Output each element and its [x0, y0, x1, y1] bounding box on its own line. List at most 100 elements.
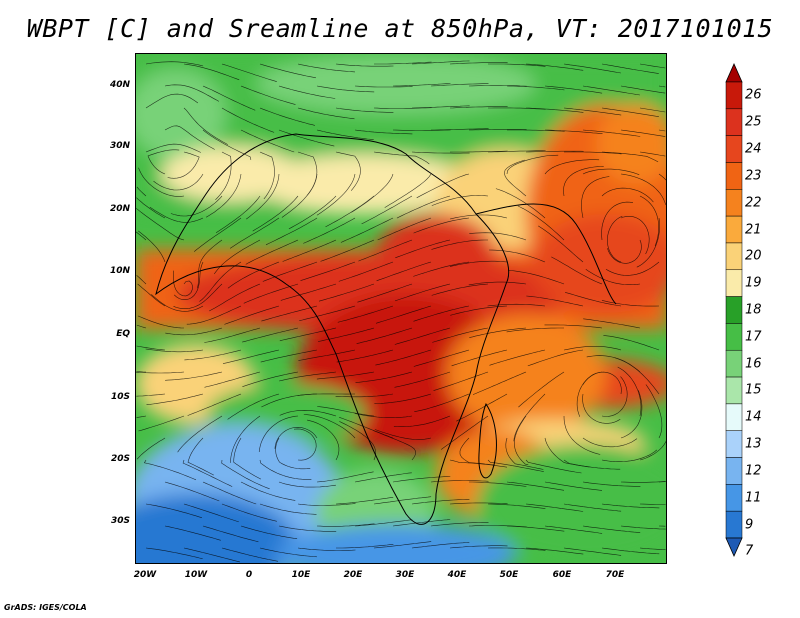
streamline [601, 376, 628, 417]
footer-credit: GrADS: IGES/COLA [4, 603, 87, 612]
streamline [601, 63, 659, 74]
streamline [138, 415, 185, 432]
streamline [165, 327, 223, 336]
streamline [265, 217, 318, 246]
colorbar-label: 24 [745, 141, 762, 157]
streamline [620, 129, 666, 137]
streamline [432, 327, 489, 343]
streamline [601, 187, 654, 203]
streamline [183, 547, 240, 563]
streamline [413, 261, 470, 277]
streamline [430, 83, 489, 87]
colorbar-segment [725, 349, 743, 378]
lat-tick-30n: 30N [109, 141, 130, 151]
streamline [411, 542, 470, 549]
streamline [377, 217, 432, 241]
colorbar-label: 13 [745, 436, 762, 452]
streamline [279, 371, 337, 382]
streamline [639, 151, 666, 157]
streamline [544, 129, 603, 134]
streamlines [136, 60, 666, 563]
streamline [449, 106, 508, 109]
streamline [526, 295, 584, 307]
streamline [136, 324, 147, 329]
streamline [138, 167, 185, 197]
streamline [639, 63, 666, 69]
streamline [221, 503, 277, 522]
streamline [354, 472, 412, 483]
streamline [184, 349, 242, 361]
streamline [525, 547, 584, 555]
streamline [165, 371, 223, 381]
streamline [170, 195, 223, 217]
streamline [394, 371, 451, 388]
streamline [564, 151, 622, 155]
streamline [459, 437, 495, 466]
streamline [469, 327, 527, 338]
streamline [375, 349, 432, 366]
streamline [513, 393, 546, 442]
streamline [243, 283, 299, 304]
colorbar-label: 7 [745, 543, 754, 559]
streamline [145, 143, 201, 153]
streamline [293, 428, 317, 461]
streamline [469, 232, 527, 241]
streamline [582, 85, 640, 96]
streamline [620, 390, 643, 439]
lon-tick-10w: 10W [184, 570, 208, 580]
streamline [279, 409, 337, 417]
streamline [393, 415, 451, 427]
streamline [259, 459, 312, 480]
colorbar-top-arrow [725, 63, 743, 83]
streamline [506, 525, 565, 532]
streamline [187, 437, 214, 476]
streamline [183, 63, 240, 81]
lat-tick-10n: 10N [109, 266, 130, 276]
streamline [136, 437, 166, 460]
streamline [395, 239, 451, 259]
streamline [582, 129, 641, 137]
streamline [320, 239, 375, 262]
streamline [278, 85, 336, 99]
colorbar-segment [725, 403, 743, 431]
streamline [658, 85, 666, 88]
streamline [242, 371, 299, 387]
streamline [544, 525, 603, 534]
streamline [339, 421, 377, 461]
streamline [252, 195, 299, 232]
streamline [503, 159, 527, 197]
streamline [221, 107, 275, 133]
streamline [282, 239, 337, 262]
streamline [582, 168, 640, 175]
streamline [468, 129, 527, 131]
streamline [411, 499, 470, 505]
colorbar-segment [725, 242, 743, 271]
streamline [177, 415, 223, 453]
streamline [565, 292, 622, 307]
streamline [639, 503, 666, 505]
streamline [336, 349, 394, 363]
streamline [431, 195, 489, 206]
streamline [209, 283, 261, 312]
lon-tick-20e: 20E [343, 570, 363, 580]
streamline [297, 547, 356, 551]
streamline [469, 481, 527, 487]
lat-tick-10s: 10S [110, 392, 130, 402]
streamline [581, 176, 610, 219]
streamline [601, 547, 660, 555]
streamline [136, 371, 147, 373]
colorbar-segment [725, 510, 743, 539]
streamline [245, 239, 299, 265]
streamline [658, 173, 666, 181]
streamline [199, 261, 242, 302]
streamline [300, 261, 356, 281]
colorbar-label: 9 [745, 517, 754, 533]
map-title: WBPT [C] and Sreamline at 850hPa, VT: 20… [26, 14, 774, 43]
streamline [544, 324, 603, 329]
streamline [450, 150, 508, 153]
colorbar-label: 23 [745, 168, 762, 184]
streamline [374, 393, 432, 404]
streamline [617, 366, 642, 417]
streamline [411, 105, 470, 109]
streamline [518, 371, 565, 408]
